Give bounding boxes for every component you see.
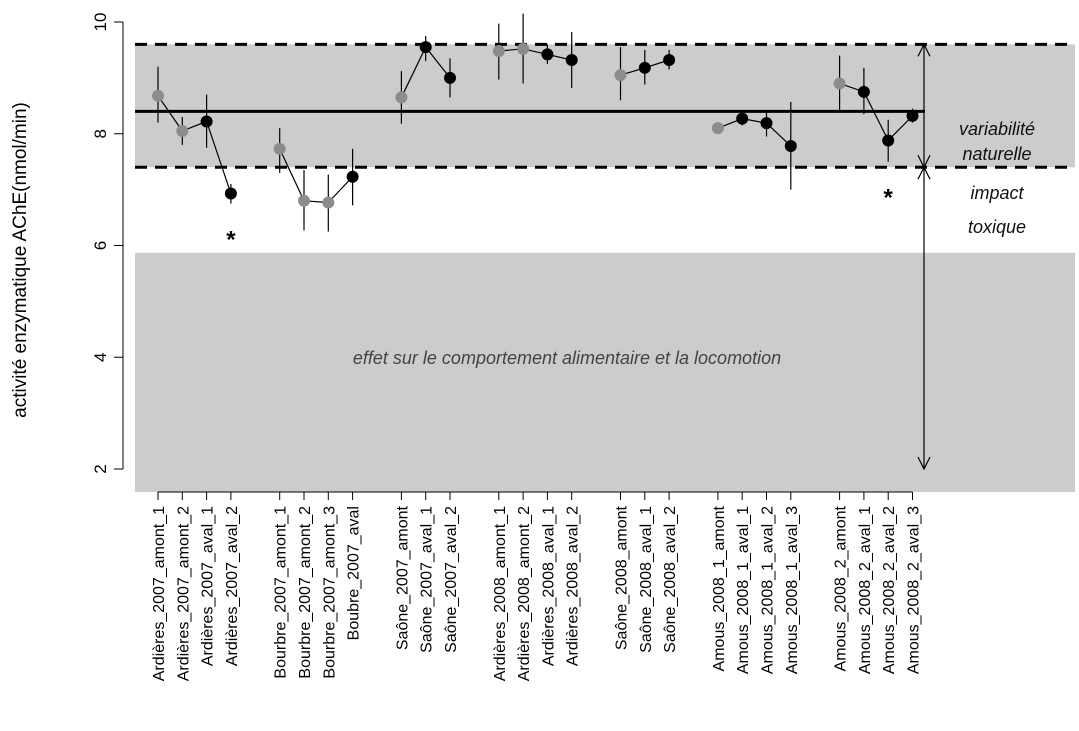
annotations: variabilité naturelle impact toxique eff… — [10, 102, 1035, 418]
data-point-aval — [638, 61, 651, 74]
behaviour-effect-band — [135, 252, 1075, 492]
variability-label-line1: variabilité — [959, 119, 1035, 139]
x-tick-label: Ardières_2007_amont_2 — [175, 506, 192, 681]
data-point-amont — [176, 124, 189, 137]
x-tick-label: Saône_2007_aval_2 — [443, 506, 460, 653]
x-tick-label: Amous_2008_2_amont — [833, 505, 850, 671]
y-tick-label: 6 — [91, 241, 110, 250]
data-point-aval — [444, 71, 456, 84]
arrow-head-bottom — [917, 456, 931, 471]
reference-lines — [135, 42, 1075, 169]
background-bands — [135, 44, 1075, 492]
x-tick-label: Amous_2008_1_aval_2 — [760, 506, 777, 674]
y-tick-label: 4 — [91, 353, 110, 362]
variability-label-line2: naturelle — [962, 144, 1031, 164]
natural-variability-band — [135, 44, 1075, 168]
x-tick-label: Amous_2008_2_aval_3 — [906, 506, 923, 674]
x-tick-label: Saône_2007_amont — [394, 505, 411, 650]
data-point-amont — [711, 122, 724, 135]
data-point-aval — [200, 115, 213, 128]
x-tick-label: Ardières_2007_amont_1 — [151, 506, 168, 681]
data-point-amont — [492, 45, 505, 58]
data-point-aval — [760, 117, 773, 130]
x-tick-label: Ardières_2007_aval_1 — [200, 506, 217, 666]
data-point-aval — [663, 53, 676, 66]
series-connector — [839, 82, 913, 142]
x-tick-label: Ardières_2008_aval_1 — [540, 506, 557, 666]
data-point-amont — [273, 142, 286, 155]
x-tick-label: Amous_2008_1_aval_1 — [735, 506, 752, 674]
data-point-amont — [517, 42, 530, 55]
data-point-aval — [736, 112, 749, 125]
x-tick-label: Saône_2008_aval_1 — [638, 506, 655, 653]
significance-marker: * — [884, 185, 894, 212]
x-tick-label: Amous_2008_2_aval_1 — [857, 506, 874, 674]
effect-label: effet sur le comportement alimentaire et… — [353, 348, 781, 368]
y-tick-label: 8 — [91, 129, 110, 138]
x-tick-label: Amous_2008_2_aval_2 — [881, 506, 898, 674]
x-tick-label: Saône_2008_amont — [614, 505, 631, 650]
data-point-aval — [565, 53, 578, 66]
x-tick-label: Bourbre_2007_amont_1 — [273, 506, 290, 679]
y-axis: 2 4 6 8 10 — [91, 13, 124, 474]
series-connector — [498, 48, 572, 61]
significance-marker: * — [226, 227, 236, 254]
data-series: ** — [152, 13, 919, 254]
x-tick-label: Ardières_2008_aval_2 — [565, 506, 582, 666]
x-tick-label: Ardières_2008_amont_2 — [516, 506, 533, 681]
data-point-aval — [882, 134, 895, 147]
data-point-amont — [322, 196, 335, 209]
impact-label-line2: toxique — [968, 217, 1026, 237]
data-point-amont — [833, 77, 846, 90]
x-tick-label: Ardières_2007_aval_2 — [224, 506, 241, 666]
data-point-amont — [298, 194, 310, 207]
x-tick-label: Bourbre_2007_amont_3 — [321, 506, 338, 679]
data-point-aval — [906, 109, 919, 122]
data-point-aval — [346, 170, 359, 183]
arrow-head-lower-limit-down — [917, 165, 931, 180]
y-axis-label: activité enzymatique AChE(nmol/min) — [10, 102, 31, 418]
x-tick-label: Amous_2008_1_amont — [711, 505, 728, 671]
data-point-aval — [541, 48, 554, 61]
data-point-aval — [224, 187, 237, 200]
data-point-aval — [784, 140, 797, 153]
data-point-aval — [419, 41, 432, 54]
x-tick-label: Saône_2007_aval_1 — [419, 506, 436, 653]
data-point-aval — [857, 85, 870, 98]
y-tick-label: 2 — [91, 464, 110, 473]
x-axis: Ardières_2007_amont_1 Ardières_2007_amont… — [151, 491, 923, 681]
data-point-amont — [395, 91, 408, 104]
x-tick-label: Amous_2008_1_aval_3 — [784, 506, 801, 674]
range-arrows — [917, 43, 931, 471]
series-connector — [279, 148, 354, 204]
impact-label-line1: impact — [970, 183, 1024, 203]
x-tick-label: Bourbre_2007_amont_2 — [297, 506, 314, 679]
x-tick-label: Saône_2008_aval_2 — [662, 506, 679, 653]
data-point-amont — [152, 89, 164, 102]
y-tick-label: 10 — [91, 13, 110, 32]
x-tick-label: Ardières_2008_amont_1 — [492, 506, 509, 681]
arrow-head-top — [917, 43, 931, 57]
series-connector — [717, 118, 792, 147]
x-tick-label: Boubre_2007_aval — [346, 506, 363, 640]
series-connector — [157, 95, 232, 194]
data-point-amont — [614, 69, 627, 82]
